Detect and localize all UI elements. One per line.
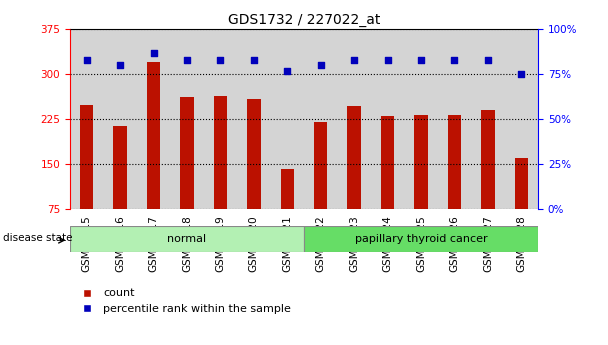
Point [483, 57, 493, 62]
Bar [247, 99, 260, 209]
Bar [204, 29, 237, 209]
Bar [505, 29, 538, 209]
Text: disease state: disease state [4, 233, 73, 243]
Point [416, 57, 426, 62]
Text: papillary thyroid cancer: papillary thyroid cancer [354, 234, 488, 244]
Legend: count, percentile rank within the sample: count, percentile rank within the sample [75, 288, 291, 314]
Bar [113, 126, 126, 209]
Bar [471, 29, 505, 209]
Bar [170, 29, 204, 209]
Point [517, 71, 527, 77]
Bar [271, 29, 304, 209]
Bar [304, 29, 337, 209]
Bar [180, 97, 193, 209]
Point [316, 62, 326, 68]
Bar [214, 96, 227, 209]
Bar [371, 29, 404, 209]
Bar [381, 116, 395, 209]
Point [249, 57, 259, 62]
Bar [438, 29, 471, 209]
Point [81, 57, 91, 62]
Point [148, 50, 158, 56]
Point [383, 57, 393, 62]
Title: GDS1732 / 227022_at: GDS1732 / 227022_at [228, 13, 380, 27]
Bar [70, 29, 103, 209]
Bar [415, 115, 428, 209]
Bar [80, 105, 93, 209]
Bar [448, 115, 461, 209]
Bar [147, 62, 160, 209]
Point [115, 62, 125, 68]
Bar [137, 29, 170, 209]
Point [215, 57, 225, 62]
Bar [337, 29, 371, 209]
Bar [348, 106, 361, 209]
Bar [514, 158, 528, 209]
Bar [103, 29, 137, 209]
Bar [404, 29, 438, 209]
Bar [280, 169, 294, 209]
Point [349, 57, 359, 62]
Point [282, 68, 292, 73]
Text: normal: normal [167, 234, 207, 244]
Bar [314, 122, 328, 209]
Bar [237, 29, 271, 209]
Point [449, 57, 460, 62]
Point [182, 57, 192, 62]
Bar [304, 226, 538, 252]
Bar [482, 110, 495, 209]
Bar [70, 226, 304, 252]
